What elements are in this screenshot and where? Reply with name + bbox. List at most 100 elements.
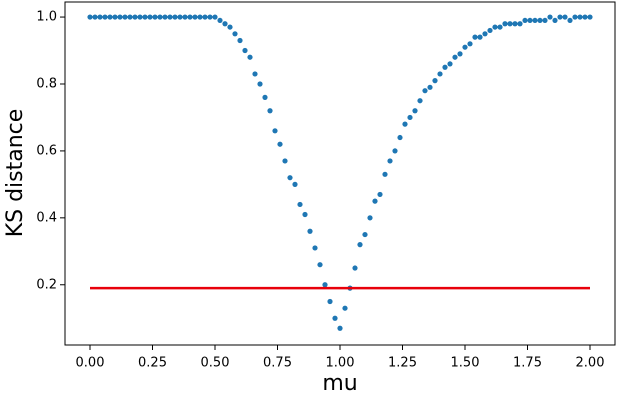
point (212, 14, 218, 20)
x-tick-label: 1.75 (513, 356, 542, 371)
point (317, 262, 323, 268)
point (337, 325, 343, 331)
point (312, 245, 318, 251)
y-tick-label: 0.8 (36, 76, 57, 91)
point (287, 175, 293, 181)
point (152, 14, 158, 20)
point (352, 265, 358, 271)
point (407, 114, 413, 121)
x-tick-label: 0.00 (76, 356, 105, 371)
point (137, 14, 143, 20)
point (262, 94, 268, 100)
point (577, 14, 583, 20)
point (492, 24, 498, 30)
point (132, 14, 138, 20)
point (422, 88, 428, 94)
point (177, 14, 183, 20)
x-tick-label: 1.25 (388, 356, 417, 371)
point (587, 14, 593, 20)
point (547, 14, 553, 20)
point (472, 34, 478, 40)
point (512, 21, 518, 27)
point (482, 31, 488, 37)
point (227, 24, 233, 30)
point (392, 148, 398, 154)
point (252, 71, 258, 77)
y-tick-label: 0.4 (36, 210, 57, 225)
point (507, 21, 513, 27)
point (467, 41, 473, 47)
point (97, 14, 103, 20)
point (187, 14, 193, 20)
x-tick-label: 0.75 (263, 356, 292, 371)
y-tick-label: 1.0 (36, 10, 57, 25)
point (397, 134, 403, 141)
point (552, 17, 558, 24)
point (412, 108, 418, 114)
point (567, 17, 573, 24)
x-tick-label: 1.00 (326, 356, 355, 371)
point (382, 171, 388, 177)
point (532, 17, 538, 24)
point (222, 21, 228, 27)
y-axis-label: KS distance (3, 109, 28, 238)
point (462, 44, 468, 50)
x-tick-label: 0.25 (138, 356, 167, 371)
point (477, 34, 483, 40)
point (322, 282, 328, 288)
point (237, 37, 243, 44)
point (92, 14, 98, 20)
point (582, 14, 588, 20)
point (257, 81, 263, 87)
point (427, 84, 433, 90)
point (162, 14, 168, 20)
point (332, 315, 338, 321)
point (447, 61, 453, 67)
point (572, 14, 578, 20)
x-tick-label: 1.50 (451, 356, 480, 371)
point (147, 14, 153, 20)
point (387, 158, 393, 164)
point (122, 14, 128, 20)
point (442, 64, 448, 70)
point (522, 17, 528, 24)
point (87, 14, 93, 20)
point (517, 21, 523, 27)
y-tick-label: 0.2 (36, 277, 57, 292)
point (487, 27, 493, 34)
point (102, 14, 108, 20)
x-tick-label: 2.00 (576, 356, 605, 371)
plot-frame (64, 1, 616, 346)
point (142, 14, 148, 20)
point (497, 24, 503, 30)
point (117, 14, 123, 20)
point (197, 14, 203, 20)
point (292, 181, 298, 187)
point (452, 54, 458, 60)
point (377, 191, 383, 198)
point (502, 21, 508, 27)
point (112, 14, 118, 20)
point (182, 14, 188, 20)
point (207, 14, 213, 20)
point (402, 121, 408, 127)
point (107, 14, 113, 20)
point (342, 305, 348, 311)
point (537, 17, 543, 24)
point (357, 242, 363, 248)
point (127, 14, 133, 20)
point (527, 17, 533, 24)
point (432, 78, 438, 84)
point (417, 98, 423, 104)
point (232, 31, 238, 37)
point (167, 14, 173, 20)
point (272, 128, 278, 134)
point (247, 54, 253, 60)
point (242, 47, 248, 54)
x-axis-label: mu (322, 371, 357, 396)
y-tick-label: 0.6 (36, 143, 57, 158)
point (562, 14, 568, 20)
point (437, 71, 443, 77)
point (302, 211, 308, 218)
